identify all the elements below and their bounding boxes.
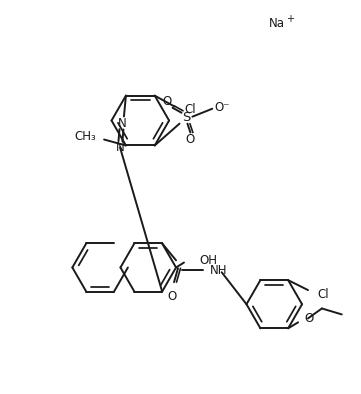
Text: NH: NH bbox=[210, 264, 227, 277]
Text: OH: OH bbox=[200, 254, 218, 267]
Text: +: + bbox=[286, 14, 294, 24]
Text: O: O bbox=[168, 290, 177, 303]
Text: O: O bbox=[186, 133, 195, 146]
Text: N: N bbox=[116, 141, 124, 154]
Text: N: N bbox=[118, 117, 126, 130]
Text: S: S bbox=[182, 111, 191, 124]
Text: Cl: Cl bbox=[317, 288, 329, 301]
Text: O⁻: O⁻ bbox=[214, 101, 230, 114]
Text: CH₃: CH₃ bbox=[74, 130, 96, 143]
Text: Na: Na bbox=[269, 17, 285, 30]
Text: O: O bbox=[162, 95, 171, 108]
Text: Cl: Cl bbox=[184, 103, 196, 116]
Text: O: O bbox=[304, 312, 313, 325]
